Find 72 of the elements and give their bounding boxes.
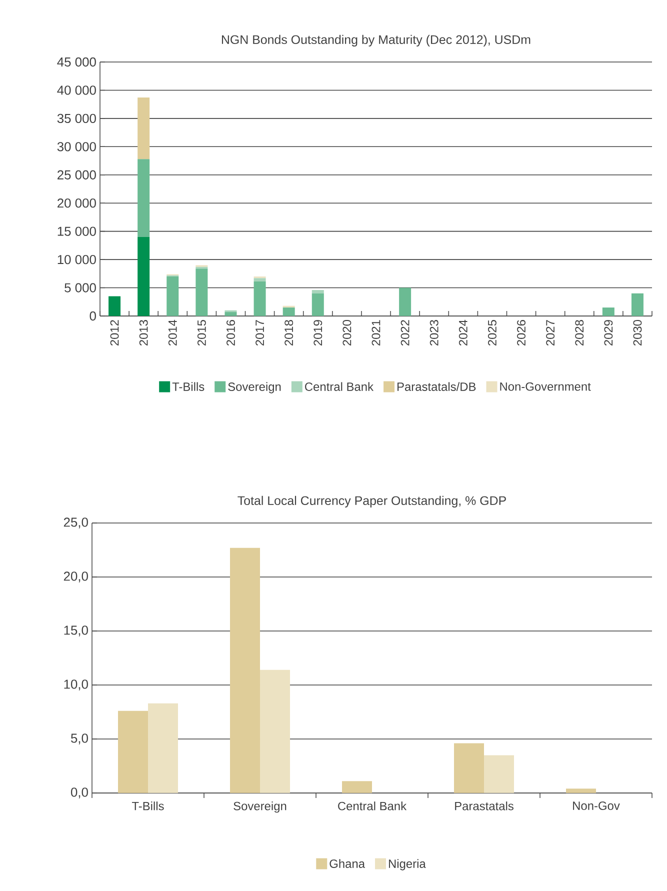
legend-label: Parastatals/DB xyxy=(397,382,476,391)
x-tick-label: Parastatals xyxy=(455,802,514,810)
x-tick-label: 2027 xyxy=(546,320,555,346)
y-tick-label: 10,0 xyxy=(64,680,88,690)
y-tick-label: 15 000 xyxy=(58,226,96,236)
y-tick-label: 0 xyxy=(90,311,96,321)
y-tick-label: 5,0 xyxy=(70,734,88,744)
bar xyxy=(138,236,150,316)
bar xyxy=(224,312,237,316)
x-tick-label: 2023 xyxy=(430,320,438,346)
bar xyxy=(118,710,148,793)
bar xyxy=(148,703,178,793)
legend-label: T-Bills xyxy=(172,382,204,391)
chart-title: Total Local Currency Paper Outstanding, % GDP xyxy=(238,496,506,508)
y-tick-label: 20 000 xyxy=(58,198,96,208)
bar xyxy=(631,293,644,316)
y-tick-label: 35 000 xyxy=(57,114,96,124)
bar xyxy=(399,288,412,316)
y-tick-label: 45 000 xyxy=(57,57,96,67)
bar xyxy=(312,290,324,294)
y-tick-label: 20,0 xyxy=(64,572,88,582)
y-tick-label: 25,0 xyxy=(64,518,88,528)
y-tick-label: 5 000 xyxy=(64,283,96,292)
legend-label: Ghana xyxy=(330,859,366,868)
legend-label: Sovereign xyxy=(228,382,281,394)
x-tick-label: 2016 xyxy=(226,320,235,346)
legend-label: Nigeria xyxy=(388,859,426,870)
x-tick-label: 2021 xyxy=(372,320,380,346)
bar xyxy=(254,282,266,316)
y-tick-label: 10 000 xyxy=(58,254,96,264)
x-tick-label: 2017 xyxy=(256,320,264,346)
y-tick-label: 15,0 xyxy=(64,626,88,636)
x-tick-label: 2029 xyxy=(604,320,613,346)
bar xyxy=(282,308,295,316)
bar xyxy=(454,743,484,793)
x-tick-label: 2013 xyxy=(139,320,148,346)
bar xyxy=(602,308,614,316)
bar xyxy=(260,670,290,793)
y-tick-label: 30 000 xyxy=(57,142,96,152)
x-tick-label: Non-Gov xyxy=(573,802,620,810)
x-tick-label: 2022 xyxy=(400,320,410,346)
x-tick-label: 2014 xyxy=(168,320,177,346)
bar xyxy=(108,296,121,316)
x-tick-label: 2025 xyxy=(488,320,496,346)
legend-label: Central Bank xyxy=(305,382,374,391)
x-tick-label: 2012 xyxy=(110,320,119,346)
x-tick-label: 2015 xyxy=(197,320,206,346)
x-tick-label: 2028 xyxy=(575,320,584,346)
x-tick-label: T-Bills xyxy=(132,802,164,810)
chart-title: NGN Bonds Outstanding by Maturity (Dec 2012), USDm xyxy=(222,34,530,46)
y-tick-label: 40 000 xyxy=(57,86,96,95)
bar xyxy=(312,293,324,316)
bar xyxy=(566,788,596,793)
x-tick-label: 2024 xyxy=(458,320,468,346)
bar xyxy=(342,781,372,793)
bar xyxy=(254,278,266,282)
x-tick-label: Central Bank xyxy=(338,802,407,810)
y-tick-label: 0,0 xyxy=(70,788,88,798)
legend-label: Non-Government xyxy=(500,382,591,391)
x-tick-label: 2019 xyxy=(314,320,322,346)
bar xyxy=(230,548,260,793)
bar xyxy=(166,276,179,316)
bar xyxy=(196,268,208,316)
x-tick-label: 2030 xyxy=(633,320,642,346)
x-tick-label: 2020 xyxy=(342,320,352,346)
y-tick-label: 25 000 xyxy=(58,170,96,180)
bar xyxy=(484,755,514,793)
x-tick-label: 2026 xyxy=(517,320,526,346)
x-tick-label: Sovereign xyxy=(234,802,286,813)
x-tick-label: 2018 xyxy=(284,320,294,346)
bar xyxy=(138,98,150,160)
bar xyxy=(138,159,150,237)
